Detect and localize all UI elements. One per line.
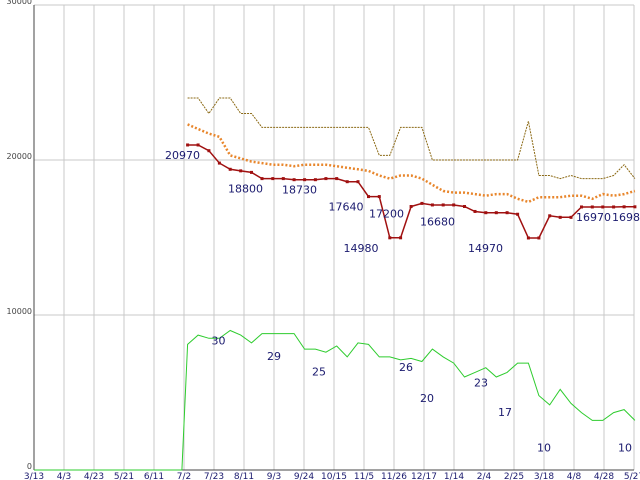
series-point <box>505 211 509 215</box>
data-label: 10 <box>537 441 551 454</box>
series-point <box>612 205 616 209</box>
data-label: 26 <box>399 361 413 374</box>
series-line-1 <box>187 97 636 180</box>
series-line-2 <box>187 123 636 204</box>
series-point <box>601 205 605 209</box>
data-label: 16980 <box>612 211 640 224</box>
x-tick-label: 4/3 <box>57 472 71 480</box>
series-point <box>516 212 520 216</box>
series-point <box>207 149 211 153</box>
x-tick-label: 2/25 <box>504 472 524 480</box>
data-label: 10 <box>618 441 632 454</box>
x-tick-label: 9/24 <box>294 472 314 480</box>
series-point <box>430 203 434 207</box>
y-tick-label: 0 <box>27 462 32 471</box>
data-label: 18730 <box>282 184 317 197</box>
y-axis-ticks: 0 10000 20000 30000 <box>7 0 32 471</box>
series-point <box>367 195 370 199</box>
series-point <box>484 211 488 215</box>
series-point <box>622 205 626 209</box>
series-point <box>580 205 583 209</box>
data-label: 16680 <box>420 215 455 228</box>
data-label: 25 <box>312 366 326 379</box>
series-point <box>186 143 190 147</box>
series-point <box>217 161 221 165</box>
x-tick-label: 9/3 <box>267 472 281 480</box>
data-label: 14970 <box>468 242 503 255</box>
series-point <box>409 205 413 208</box>
series-point <box>463 205 466 208</box>
data-label: 20970 <box>165 149 200 162</box>
series-point <box>260 177 264 181</box>
y-tick-label: 10000 <box>7 307 32 316</box>
x-tick-label: 10/15 <box>321 472 347 480</box>
data-labels: 20970 18800 18730 17640 14980 17200 16680 14970… <box>165 149 640 454</box>
x-tick-label: 3/18 <box>534 472 554 480</box>
data-label: 17200 <box>369 207 404 220</box>
series-point <box>548 214 552 218</box>
series-point <box>420 201 424 205</box>
x-tick-label: 11/26 <box>381 472 407 480</box>
data-label: 14980 <box>344 242 379 255</box>
series-point <box>569 215 573 219</box>
x-tick-label: 5/21 <box>114 472 134 480</box>
x-axis-ticks: 3/13 4/3 4/23 5/21 6/11 7/2 7/23 8/11 9/3 9/24 10/… <box>24 472 640 480</box>
series-point <box>250 170 253 174</box>
series-point <box>196 143 200 147</box>
data-label: 20 <box>420 392 434 405</box>
series-point <box>388 236 392 240</box>
series-point <box>452 203 456 207</box>
series-point <box>526 236 530 240</box>
series-point <box>558 215 562 219</box>
series-point <box>377 195 381 199</box>
x-tick-label: 11/5 <box>354 472 374 480</box>
series-point <box>335 177 339 181</box>
series-point <box>228 167 232 171</box>
x-tick-label: 12/17 <box>411 472 437 480</box>
series-point <box>281 177 285 181</box>
series-point <box>271 177 275 181</box>
series-point <box>313 178 317 182</box>
x-tick-label: 5/27 <box>624 472 640 480</box>
series-point <box>590 205 594 209</box>
x-tick-label: 1/14 <box>444 472 464 480</box>
x-tick-label: 8/11 <box>234 472 254 480</box>
x-tick-label: 4/23 <box>84 472 104 480</box>
series-point <box>345 180 349 184</box>
data-label: 17 <box>498 406 512 419</box>
data-label: 16970 <box>576 211 611 224</box>
x-tick-label: 2/4 <box>477 472 492 480</box>
x-tick-label: 4/8 <box>567 472 582 480</box>
series-point <box>537 236 541 240</box>
y-tick-label: 20000 <box>7 152 32 161</box>
y-tick-label: 30000 <box>7 0 32 6</box>
data-label: 17640 <box>329 201 364 214</box>
series-point <box>441 203 445 207</box>
data-label: 18800 <box>228 183 263 196</box>
series-point <box>303 178 307 182</box>
series-point <box>399 236 403 240</box>
data-label: 29 <box>267 350 281 363</box>
data-label: 30 <box>212 335 226 348</box>
series-point <box>494 211 498 215</box>
x-tick-label: 3/13 <box>24 472 44 480</box>
x-tick-label: 7/2 <box>177 472 191 480</box>
series-point <box>324 177 328 181</box>
series-point <box>473 209 477 213</box>
series-point <box>239 169 243 173</box>
chart-series <box>34 97 637 471</box>
x-tick-label: 4/28 <box>594 472 614 480</box>
series-point <box>633 205 637 209</box>
data-label: 23 <box>474 376 488 389</box>
series-point <box>292 178 296 182</box>
series-point <box>356 180 360 184</box>
series-line-4 <box>34 329 636 471</box>
x-tick-label: 7/23 <box>204 472 224 480</box>
x-tick-label: 6/11 <box>144 472 164 480</box>
